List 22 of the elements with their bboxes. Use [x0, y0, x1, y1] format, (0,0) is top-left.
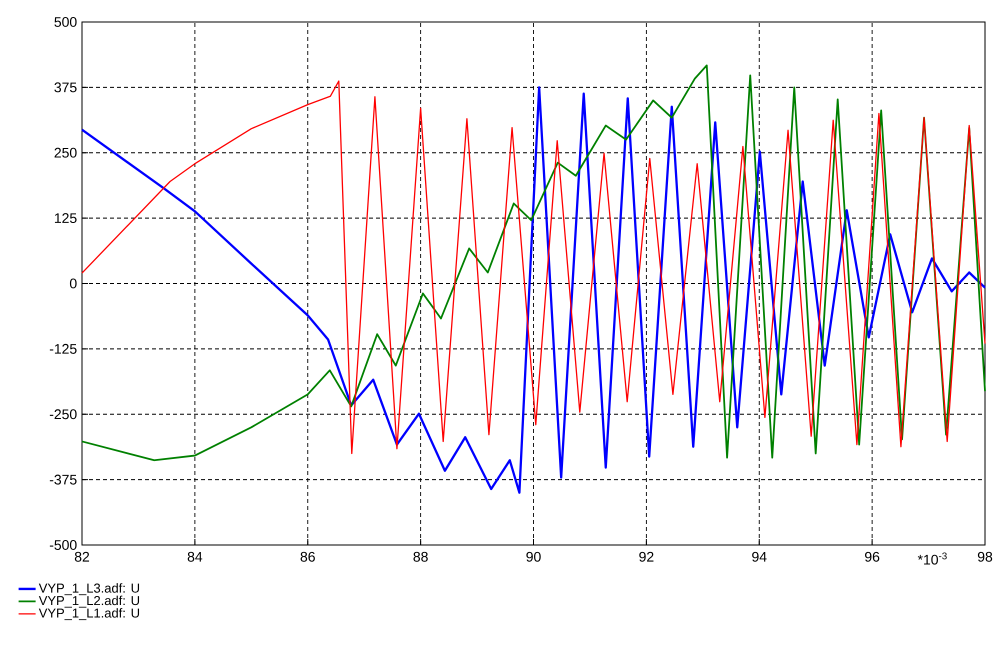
x-tick-label: 82	[74, 552, 90, 562]
x-tick-label: 96	[865, 552, 880, 562]
x-tick-label: 88	[413, 552, 428, 562]
y-tick-label: 375	[54, 82, 77, 92]
x-tick-label: 86	[300, 552, 315, 562]
x-tick-label: 92	[639, 552, 654, 562]
legend-label: VYP_1_L2.adf: U	[38, 596, 140, 608]
y-tick-label: -125	[50, 344, 77, 354]
x-tick-label: 94	[752, 552, 767, 562]
legend-label: VYP_1_L3.adf: U	[38, 583, 140, 596]
y-tick-label: 125	[54, 213, 77, 224]
y-tick-label: -500	[50, 540, 77, 550]
y-tick-label: 500	[54, 17, 77, 27]
y-tick-label: 0	[70, 278, 77, 288]
x-tick-label: 90	[526, 552, 541, 562]
legend-label: VYP_1_L1.adf: U	[38, 608, 140, 620]
y-tick-label: 250	[54, 148, 77, 158]
y-tick-label: -375	[50, 474, 77, 485]
x-tick-label: 98	[978, 552, 992, 562]
x-tick-label: 84	[188, 552, 202, 562]
y-tick-label: -250	[50, 409, 77, 420]
text: *10$^{-3}$	[918, 552, 947, 565]
